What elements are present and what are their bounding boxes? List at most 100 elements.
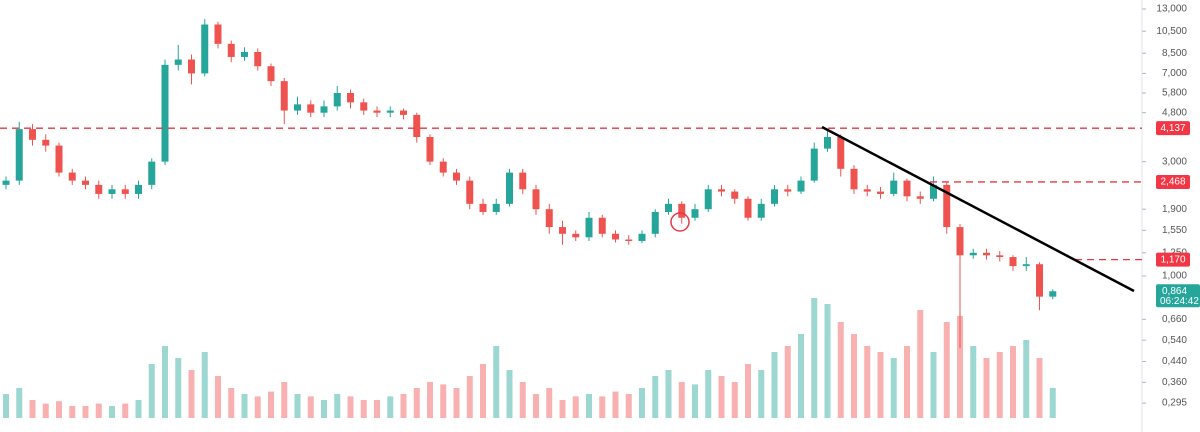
volume-bar (851, 334, 857, 418)
volume-bar (996, 352, 1003, 418)
candle-body (943, 184, 951, 228)
volume-bar (82, 406, 89, 418)
volume-bar (215, 376, 221, 418)
volume-bar (837, 322, 844, 418)
candle-body (29, 129, 36, 140)
candle-body (625, 239, 633, 241)
volume-bar (519, 382, 526, 418)
volume-bar (321, 400, 327, 418)
volume-bar (652, 376, 659, 418)
candle-body (280, 81, 288, 111)
candle-body (757, 203, 765, 218)
candle-body (903, 180, 911, 197)
candle-body (492, 203, 500, 212)
candle-body (545, 209, 553, 228)
candle-body (400, 110, 407, 115)
candle-body (82, 180, 89, 185)
candle-body (837, 137, 845, 169)
y-tick-label: 0,540 (1162, 335, 1187, 346)
volume-bar (572, 396, 579, 418)
candle-body (638, 233, 646, 241)
volume-bar (162, 346, 168, 418)
candle-body (479, 203, 487, 212)
price-tag (1156, 174, 1190, 189)
volume-bar (718, 376, 725, 418)
volume-bar (16, 388, 23, 418)
volume-bar (493, 346, 500, 418)
candle-body (95, 184, 103, 194)
volume-bar (957, 316, 963, 418)
candle-body (121, 189, 129, 194)
candle-body (161, 64, 169, 162)
candle-body (68, 172, 76, 181)
price-tag-label: 4,137 (1160, 123, 1185, 134)
volume-bar (334, 394, 341, 418)
y-tick-label: 0,660 (1162, 314, 1187, 325)
candle-body (771, 189, 778, 204)
volume-bar (533, 394, 539, 418)
volume-bar (254, 396, 261, 418)
candle-body (612, 233, 619, 240)
candle-body (42, 139, 50, 146)
candle-body (731, 191, 739, 199)
volume-bar (639, 388, 645, 418)
price-axis: 13,000 10,500 8,500 7,000 5,800 4,800 3,000 1,9… (1142, 4, 1200, 409)
volume-bar (440, 384, 447, 418)
trend-line (821, 125, 1135, 293)
volume-bar (559, 400, 566, 418)
y-tick-label: 0,295 (1162, 398, 1187, 409)
plot (0, 19, 1142, 418)
candle-body (2, 180, 10, 185)
volume-bar (400, 394, 407, 418)
volume-bar (1036, 358, 1043, 418)
volume-bar (625, 394, 632, 418)
candle-body (519, 172, 527, 190)
volume-bar (877, 352, 884, 418)
candle-body (863, 189, 871, 192)
y-tick-label: 1,900 (1162, 204, 1187, 215)
candle-body (506, 172, 513, 204)
volume-bar (665, 370, 672, 418)
y-tick-label: 10,500 (1156, 26, 1187, 37)
candle-body (386, 110, 394, 113)
candle-body (174, 59, 182, 65)
candle-body (214, 24, 222, 44)
volume-bar (122, 403, 129, 418)
price-tag (1156, 252, 1190, 267)
volume-bar (930, 352, 937, 418)
candle-body (1009, 257, 1017, 267)
candle-body (824, 137, 831, 149)
volume-bar (201, 352, 208, 418)
volume-bar (294, 394, 301, 418)
candle-body (916, 196, 924, 199)
candle-body (201, 24, 209, 74)
candle-body (572, 233, 580, 238)
candle-body (665, 203, 672, 212)
volume-bar (705, 370, 712, 418)
y-tick-label: 1,000 (1162, 271, 1187, 282)
candle-body (996, 255, 1004, 258)
volume-bar (69, 406, 76, 418)
volume-bar (109, 406, 115, 418)
candle-body (969, 252, 977, 256)
candle-body (373, 110, 381, 113)
volume-bar (56, 401, 62, 418)
candle-body (784, 189, 792, 192)
volume-bar (811, 298, 818, 418)
volume-bar (148, 364, 155, 418)
candle-body (585, 217, 593, 238)
volume-bar (890, 358, 897, 418)
y-tick-label: 4,800 (1162, 107, 1187, 118)
candle-body (678, 203, 686, 218)
volume-bar (731, 382, 738, 418)
candle-body (55, 145, 63, 173)
volume-bar (612, 391, 619, 418)
y-tick-label: 1,550 (1162, 225, 1187, 236)
candle-body (1049, 291, 1057, 297)
volume-bar (692, 384, 698, 418)
candle-body (453, 172, 460, 181)
volume-bar (347, 396, 354, 418)
candle-body (956, 227, 964, 256)
candle-body (267, 66, 275, 82)
volume-bar (387, 396, 394, 418)
